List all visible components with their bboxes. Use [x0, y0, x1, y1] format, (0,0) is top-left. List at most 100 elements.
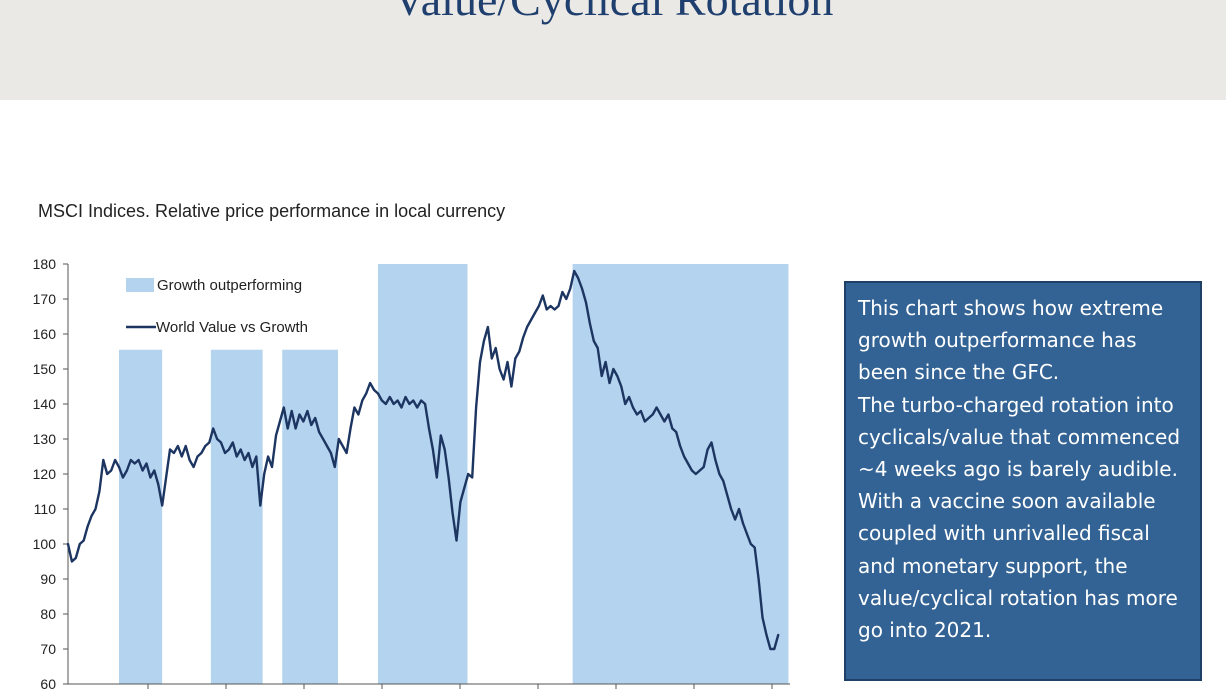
series-point [549, 305, 552, 307]
series-point [643, 420, 646, 423]
series-point [408, 403, 411, 405]
y-tick-label: 140 [33, 396, 57, 412]
series-point [310, 424, 313, 426]
callout-paragraph-3: With a vaccine soon available coupled wi… [858, 489, 1178, 643]
y-tick-label: 90 [40, 571, 56, 587]
shaded-period-2 [210, 349, 263, 684]
series-point [349, 427, 352, 430]
series-point [479, 361, 481, 363]
callout-paragraph-2: The turbo-charged rotation into cyclical… [858, 392, 1181, 482]
series-point [106, 473, 109, 475]
series-point [726, 494, 729, 496]
series-point [498, 368, 501, 370]
series-point [424, 403, 426, 405]
series-point [235, 455, 238, 458]
shaded-period-4 [377, 264, 468, 684]
series-point [573, 270, 576, 272]
series-point [388, 396, 391, 398]
series-point [675, 431, 678, 433]
series-point [620, 385, 623, 388]
series-point [553, 308, 556, 311]
shaded-period-1 [119, 349, 163, 684]
series-point [530, 319, 532, 321]
series-point [616, 375, 619, 377]
series-point [518, 350, 521, 353]
series-point [659, 413, 662, 416]
y-tick-label: 160 [33, 326, 57, 342]
series-point [188, 459, 191, 461]
series-point [636, 413, 638, 416]
series-point [655, 406, 658, 409]
series-point [282, 406, 285, 409]
series-point [557, 305, 560, 307]
series-point [306, 410, 309, 412]
series-point [322, 438, 324, 440]
series-point [243, 459, 246, 461]
series-point [745, 532, 748, 535]
series-point [404, 396, 407, 398]
y-tick-label: 70 [40, 641, 56, 657]
series-point [184, 445, 187, 447]
series-point [318, 431, 321, 433]
series-point [526, 326, 528, 328]
series-point [377, 392, 379, 395]
series-point [216, 438, 219, 440]
series-point [314, 417, 317, 419]
series-point [447, 476, 450, 479]
series-point [381, 399, 383, 402]
series-point [333, 466, 336, 468]
series-point [271, 466, 273, 468]
series-point [200, 452, 203, 454]
series-point [632, 406, 634, 409]
series-point [227, 448, 230, 451]
series-point [467, 473, 470, 475]
series-point [384, 403, 387, 405]
series-point [475, 406, 477, 409]
series-point [420, 399, 423, 402]
series-point [337, 438, 340, 440]
series-point [483, 340, 485, 342]
series-point [761, 616, 764, 619]
series-point [537, 305, 540, 307]
series-point [110, 469, 113, 472]
series-point [145, 462, 148, 465]
series-point [435, 476, 438, 479]
series-point [612, 368, 615, 370]
series-point [71, 560, 73, 563]
series-point [494, 347, 497, 349]
y-tick-label: 170 [33, 291, 57, 307]
series-point [247, 452, 250, 454]
series-point [608, 382, 611, 384]
series-point [514, 357, 517, 360]
series-point [439, 434, 442, 437]
chart-caption: MSCI Indices. Relative price performance… [38, 201, 506, 221]
series-point [239, 448, 242, 451]
y-tick-label: 80 [40, 606, 56, 622]
series-point [667, 413, 670, 416]
series-point [738, 508, 740, 510]
series-point [224, 452, 226, 454]
legend-shade-label: Growth outperforming [157, 277, 302, 294]
series-point [294, 427, 297, 430]
series-point [212, 427, 215, 430]
series-point [671, 427, 674, 430]
series-point [180, 455, 183, 458]
series-point [624, 403, 627, 405]
series-point [114, 459, 116, 461]
series-point [691, 469, 693, 472]
series-point [74, 557, 77, 559]
series-point [102, 459, 105, 461]
series-point [86, 525, 89, 528]
series-point [651, 413, 654, 416]
series-point [471, 476, 474, 479]
series-point [392, 403, 395, 405]
series-point [290, 410, 293, 412]
series-point [647, 417, 650, 419]
series-line-1 [66, 269, 780, 651]
series-point [718, 473, 721, 475]
series-point [710, 441, 713, 444]
series-point [757, 578, 760, 580]
series-point [400, 406, 403, 409]
series-point [463, 487, 466, 489]
commentary-callout: This chart shows how extreme growth outp… [844, 281, 1202, 681]
